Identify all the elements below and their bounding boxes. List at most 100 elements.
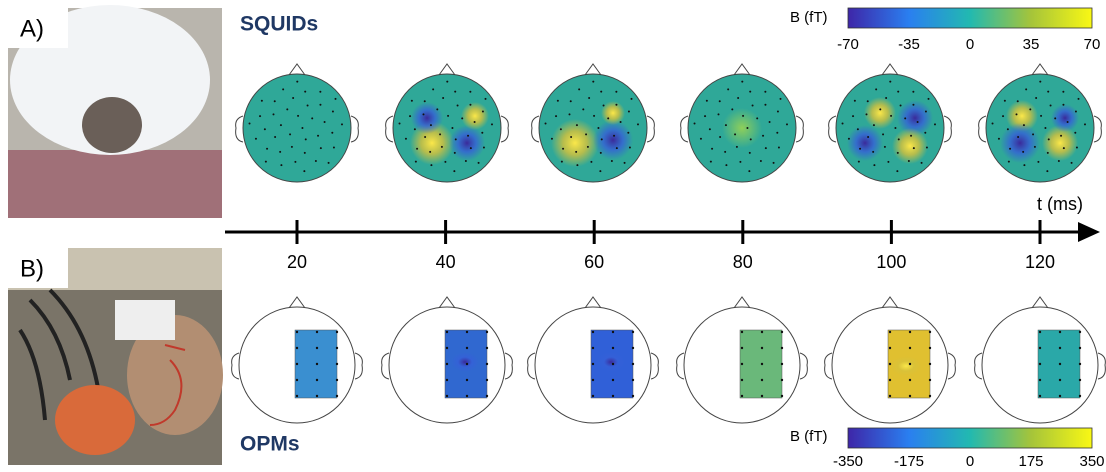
sensor (592, 347, 594, 349)
sensor (917, 121, 919, 123)
sensor (615, 91, 617, 93)
sensor (307, 104, 309, 106)
blob (722, 108, 762, 148)
sensor (336, 347, 338, 349)
sensor (764, 104, 766, 106)
sensor (1071, 162, 1073, 164)
sensor (629, 146, 631, 148)
sensor (761, 331, 763, 333)
sensor (924, 132, 926, 134)
colorbar-tick-label: 0 (966, 453, 974, 470)
colorbar-tick-label: -350 (833, 453, 863, 470)
nose (882, 297, 898, 308)
sensor (320, 147, 322, 149)
tick-label: 20 (287, 252, 307, 272)
sensor (1059, 395, 1061, 397)
sensor (929, 331, 931, 333)
sensor (852, 115, 854, 117)
sensor (885, 97, 887, 99)
sensor (1039, 395, 1041, 397)
blob (847, 125, 883, 161)
sensor (904, 117, 906, 119)
sensor (483, 146, 485, 148)
sensor (761, 363, 763, 365)
sensor (756, 117, 758, 119)
sensor (316, 331, 318, 333)
opm-topomap (677, 297, 808, 423)
sensor (557, 100, 559, 102)
sensor (466, 331, 468, 333)
sensor (887, 161, 889, 163)
blob (597, 352, 625, 372)
ear (948, 353, 955, 379)
nose (1032, 297, 1048, 308)
sensor (1060, 135, 1062, 137)
sensor (455, 138, 457, 140)
colorbar-tick-label: 70 (1084, 36, 1101, 53)
nose (734, 297, 750, 308)
sensor (469, 91, 471, 93)
sensor (910, 135, 912, 137)
sensor (1032, 133, 1034, 135)
sensor (469, 104, 471, 106)
ear (829, 116, 836, 142)
colorbar-tick-label: 350 (1079, 453, 1104, 470)
sensor (1063, 147, 1065, 149)
nose (439, 64, 455, 75)
sensor (570, 136, 572, 138)
nose (289, 297, 305, 308)
colorbar-tick-label: 35 (1023, 36, 1040, 53)
sensor (265, 161, 267, 163)
ear (532, 116, 539, 142)
nose (882, 64, 898, 75)
opm-topomap (825, 297, 956, 423)
sensor (926, 146, 928, 148)
sensor (439, 133, 441, 135)
sensor (746, 127, 748, 129)
sensor (590, 161, 592, 163)
sensor (1059, 379, 1061, 381)
sensor (486, 347, 488, 349)
ear (647, 116, 654, 142)
sensor (592, 395, 594, 397)
sensor (436, 108, 438, 110)
sensor (1037, 161, 1039, 163)
sensor (1023, 164, 1025, 166)
colorbar-tick-label: -35 (898, 36, 920, 53)
sensor (317, 135, 319, 137)
sensor (335, 98, 337, 100)
blob (593, 120, 633, 160)
sensor (261, 100, 263, 102)
sensor (612, 395, 614, 397)
sensor (562, 148, 564, 150)
sensor (1062, 104, 1064, 106)
blob (892, 128, 928, 164)
sensor (280, 164, 282, 166)
sensor (451, 127, 453, 129)
nose (585, 64, 601, 75)
sensor (454, 91, 456, 93)
sensor (925, 110, 927, 112)
sensor (578, 88, 580, 90)
sensor (704, 115, 706, 117)
sensor (442, 97, 444, 99)
sensor (575, 151, 577, 153)
sensor (324, 121, 326, 123)
nose (1032, 64, 1048, 75)
colorbar-tick-label: 175 (1018, 453, 1043, 470)
sensor (857, 128, 859, 130)
sensor (1029, 108, 1031, 110)
sensor (424, 100, 426, 102)
sensor (908, 160, 910, 162)
sensor (741, 347, 743, 349)
sensor (422, 113, 424, 115)
sensor (454, 152, 456, 154)
sensor (1047, 91, 1049, 93)
sensor (1009, 148, 1011, 150)
sensor (296, 379, 298, 381)
sensor (466, 379, 468, 381)
ear (944, 116, 951, 142)
ear (825, 353, 832, 379)
sensor (1079, 379, 1081, 381)
sensor (725, 124, 727, 126)
